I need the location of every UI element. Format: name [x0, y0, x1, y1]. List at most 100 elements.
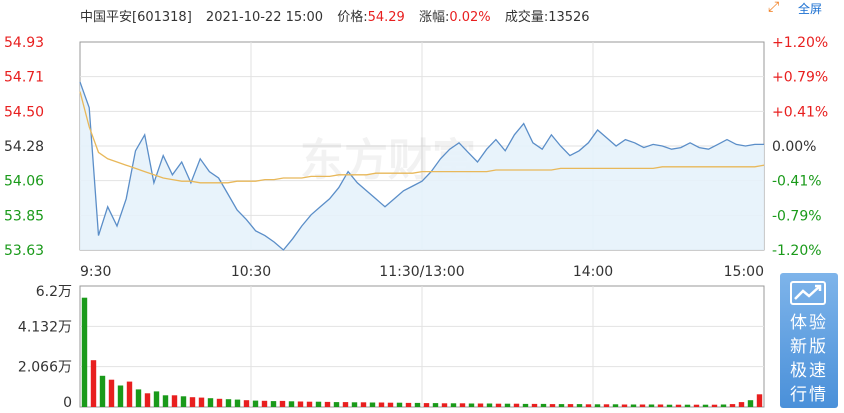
fullscreen-button[interactable]: ⤢ 全屏	[768, 0, 838, 18]
volume-bar	[279, 400, 286, 407]
price-tick-label: 54.28	[4, 139, 44, 155]
volume-bar	[621, 404, 628, 407]
percent-tick-label: +1.20%	[772, 35, 828, 51]
volume-bar	[288, 401, 295, 407]
time-tick-label: 9:30	[80, 264, 111, 280]
price-label: 价格:54.29	[337, 10, 405, 25]
volume-bar	[351, 402, 358, 407]
volume-bar	[576, 404, 583, 407]
volume-bar	[630, 404, 637, 407]
change-value: 0.02%	[449, 10, 491, 25]
fullscreen-label: 全屏	[798, 2, 823, 16]
volume-bar	[162, 395, 169, 407]
volume-bar	[531, 403, 538, 407]
volume-bar	[747, 400, 754, 407]
volume-bar	[216, 398, 223, 407]
volume-bar	[756, 394, 763, 407]
volume-bar	[729, 404, 736, 407]
expand-icon: ⤢	[768, 0, 780, 15]
change-label-text: 涨幅:	[418, 10, 450, 25]
volume-bar	[207, 398, 214, 407]
volume-label: 成交量:13526	[504, 10, 590, 25]
volume-bar	[432, 403, 439, 407]
volume-bar	[603, 404, 610, 407]
percent-tick-label: -1.20%	[772, 243, 822, 259]
volume-bar	[126, 381, 133, 407]
volume-bar	[252, 400, 259, 407]
volume-tick-label: 0	[63, 395, 72, 411]
volume-bar	[675, 404, 682, 407]
volume-bar	[486, 403, 493, 407]
volume-bar	[243, 400, 250, 407]
volume-bar	[477, 403, 484, 407]
volume-bar	[333, 402, 340, 407]
price-tick-label: 54.93	[4, 35, 44, 51]
volume-bar	[720, 404, 727, 407]
volume-bar	[495, 403, 502, 407]
volume-bar	[324, 401, 331, 407]
ad-line: 新版	[790, 337, 828, 357]
price-line	[79, 81, 764, 251]
volume-bar	[459, 403, 466, 407]
volume-bar	[504, 403, 511, 407]
quote-header: 中国平安[601318] 2021-10-22 15:00 价格:54.29 涨…	[80, 6, 600, 26]
ad-line: 行情	[790, 385, 828, 405]
volume-bar	[423, 403, 430, 407]
time-tick-label: 10:30	[231, 264, 271, 280]
volume-bar	[738, 402, 745, 407]
volume-bar	[441, 403, 448, 407]
volume-bar	[639, 404, 646, 407]
time-tick-label: 14:00	[573, 264, 613, 280]
volume-bar	[414, 402, 421, 407]
price-tick-label: 53.63	[4, 243, 44, 259]
volume-bar	[225, 399, 232, 407]
average-price-line	[79, 91, 765, 184]
volume-bar	[540, 403, 547, 407]
volume-bar	[189, 397, 196, 407]
ad-text: 体验 新版 极速 行情	[780, 311, 838, 407]
volume-bar	[270, 401, 277, 407]
volume-bar	[648, 404, 655, 407]
percent-tick-label: -0.41%	[772, 174, 822, 190]
volume-tick-label: 6.2万	[36, 284, 72, 300]
stock-name: 中国平安[601318]	[80, 10, 192, 25]
price-tick-label: 53.85	[4, 208, 44, 224]
volume-bar	[378, 402, 385, 407]
price-tick-label: 54.50	[4, 104, 44, 120]
volume-bar	[135, 389, 142, 407]
volume-bar	[405, 402, 412, 407]
volume-bar	[513, 403, 520, 407]
volume-bar	[693, 404, 700, 407]
percent-tick-label: +0.79%	[772, 70, 828, 86]
volume-bar	[342, 402, 349, 407]
volume-bar	[522, 403, 529, 407]
volume-bar	[261, 400, 268, 407]
volume-bar	[306, 401, 313, 407]
price-tick-label: 54.71	[4, 70, 44, 86]
volume-bar	[585, 404, 592, 407]
ad-line: 极速	[790, 361, 828, 381]
ad-line: 体验	[790, 313, 828, 333]
volume-bar	[612, 404, 619, 407]
price-area	[80, 82, 764, 250]
trend-chart-icon	[790, 281, 826, 305]
volume-bar	[360, 402, 367, 407]
volume-bar	[396, 402, 403, 407]
price-tick-label: 54.06	[4, 174, 44, 190]
volume-bar	[90, 360, 97, 407]
volume-tick-label: 2.066万	[18, 360, 72, 376]
volume-bar	[450, 403, 457, 407]
volume-bar	[711, 404, 718, 407]
price-label-text: 价格:	[337, 10, 368, 25]
volume-tick-label: 4.132万	[18, 319, 72, 335]
volume-bar	[81, 297, 88, 407]
volume-bar	[315, 401, 322, 407]
volume-bar	[234, 399, 241, 407]
volume-bar	[369, 402, 376, 407]
new-version-ad-button[interactable]: 体验 新版 极速 行情	[780, 273, 838, 408]
volume-bar	[171, 395, 178, 407]
price-value: 54.29	[367, 10, 405, 25]
volume-bar	[198, 397, 205, 407]
volume-bar	[180, 396, 187, 407]
